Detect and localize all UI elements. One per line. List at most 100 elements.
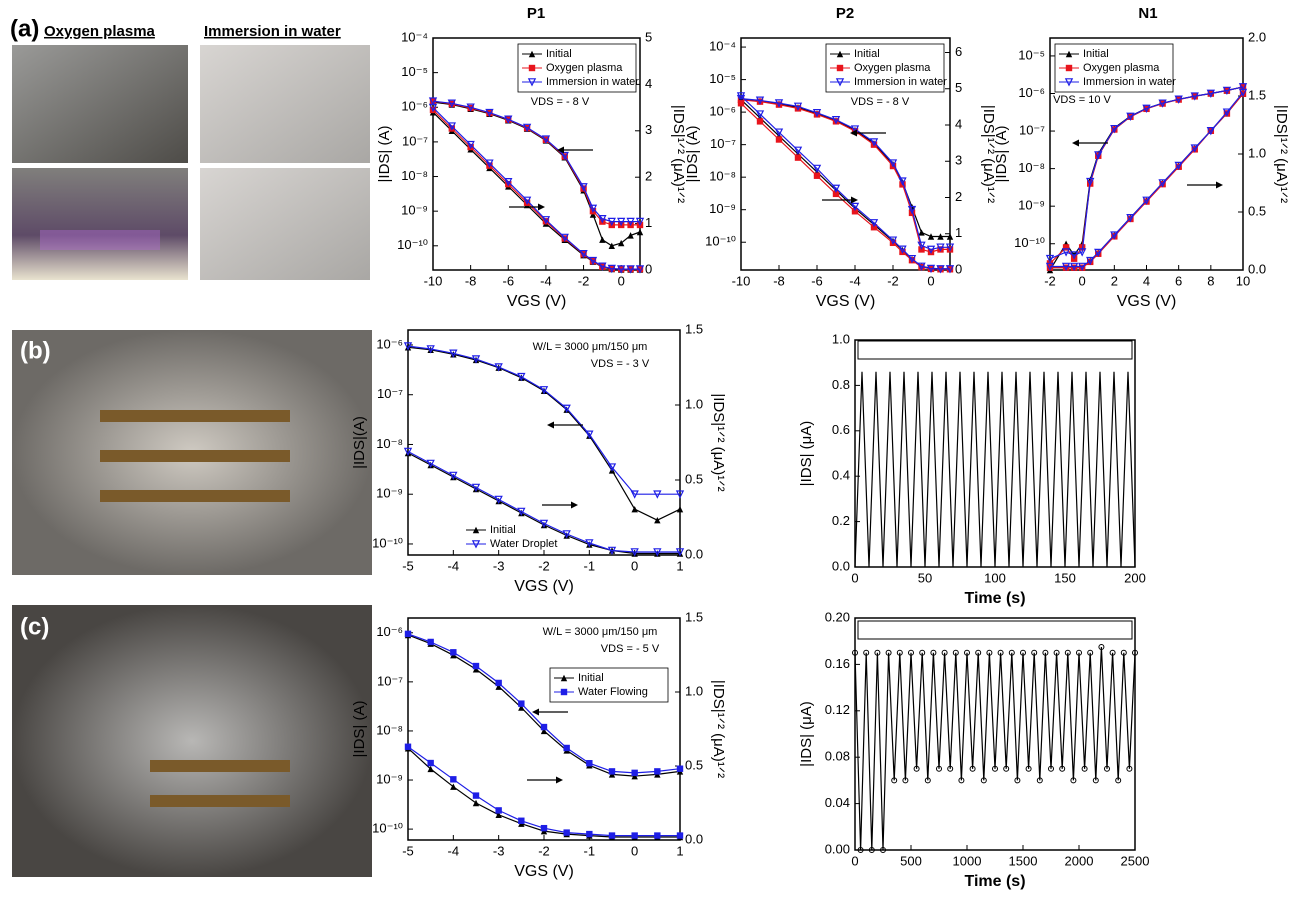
y-tick-label: 0.0 <box>832 558 850 573</box>
marker <box>518 374 525 381</box>
marker <box>756 98 764 105</box>
y-tick-label: 10⁻⁶ <box>376 624 403 639</box>
marker <box>541 135 551 144</box>
legend-label: Initial <box>490 524 516 536</box>
plasma-glow <box>40 230 160 250</box>
marker <box>517 507 526 517</box>
y-tick-label: 0.2 <box>832 513 850 528</box>
x-tick-label: 8 <box>1207 273 1214 288</box>
marker <box>579 183 588 192</box>
y-tick-label: 10⁻¹⁰ <box>372 535 403 550</box>
marker <box>927 233 935 240</box>
marker <box>907 254 917 264</box>
y-tick-label: 0.04 <box>825 795 850 810</box>
marker <box>1045 254 1055 264</box>
legend-label: Immersion in water <box>1083 76 1176 88</box>
marker <box>1078 264 1086 271</box>
x-tick-label: 500 <box>900 853 922 868</box>
marker <box>561 235 568 242</box>
marker <box>1142 104 1151 113</box>
y2-tick-label: 4 <box>645 76 652 91</box>
annotation-box <box>857 340 1133 360</box>
y-tick-label: 0.8 <box>832 377 850 392</box>
series-line <box>854 646 1136 851</box>
photo-caption: Oxygen plasma <box>44 23 156 40</box>
x-tick-label: 1 <box>676 843 683 858</box>
marker <box>919 649 926 656</box>
marker <box>888 159 898 168</box>
marker <box>1053 649 1060 656</box>
legend-label: Water Droplet <box>490 538 557 550</box>
annotation: W/L = 3000 μm/150 μm <box>543 626 658 638</box>
arrow-head <box>547 421 554 429</box>
marker <box>1159 180 1166 188</box>
marker <box>653 548 662 557</box>
marker <box>617 265 626 274</box>
marker <box>585 430 594 439</box>
x-tick-label: 1 <box>676 558 683 573</box>
x-axis-title: Time (s) <box>964 873 1025 890</box>
y-tick-label: 10⁻⁸ <box>1018 160 1045 175</box>
marker <box>429 97 437 105</box>
y2-tick-label: 5 <box>645 29 652 44</box>
x-tick-label: -2 <box>578 273 590 288</box>
marker <box>918 229 925 236</box>
x-tick-label: 10 <box>1236 273 1250 288</box>
marker <box>1003 765 1010 772</box>
marker <box>676 505 684 513</box>
marker <box>851 208 859 215</box>
x-tick-label: -2 <box>1044 273 1056 288</box>
marker <box>975 649 982 656</box>
y2-tick-label: 1.5 <box>685 609 703 624</box>
marker <box>869 219 879 228</box>
marker <box>517 372 526 382</box>
marker <box>617 217 626 227</box>
marker <box>449 471 458 481</box>
marker <box>560 151 569 161</box>
annotation-box <box>857 620 1133 640</box>
y2-axis-title: |IDS|¹ᐟ² (μA)¹ᐟ² <box>1273 105 1290 203</box>
y-tick-label: 10⁻⁶ <box>709 104 736 119</box>
marker <box>793 146 803 155</box>
y-tick-label: 0.6 <box>832 422 850 437</box>
x-tick-label: 0 <box>631 558 638 573</box>
marker <box>1206 126 1216 136</box>
x-tick-label: -10 <box>732 273 751 288</box>
marker <box>608 832 616 839</box>
marker <box>917 262 926 271</box>
y2-tick-label: 2.0 <box>1248 29 1266 44</box>
marker <box>1064 649 1071 656</box>
marker <box>404 344 412 351</box>
marker <box>428 97 438 106</box>
x-tick-label: 2500 <box>1121 853 1150 868</box>
marker <box>812 109 822 118</box>
marker <box>539 386 549 395</box>
marker <box>1142 196 1151 205</box>
marker <box>936 265 945 274</box>
photo-caption: Immersion in water <box>204 23 341 40</box>
legend-marker <box>560 674 568 682</box>
y2-tick-label: 1.0 <box>1248 145 1266 160</box>
marker <box>485 159 494 168</box>
marker <box>1127 215 1134 223</box>
marker <box>472 485 480 493</box>
x-tick-label: 1000 <box>953 853 982 868</box>
marker <box>404 630 412 638</box>
marker <box>541 216 551 225</box>
marker <box>654 768 661 775</box>
marker <box>449 349 458 358</box>
marker <box>930 649 937 656</box>
marker <box>1174 161 1183 171</box>
marker <box>427 765 434 773</box>
legend-label: Initial <box>1083 48 1109 60</box>
panel-label: (b) <box>20 337 51 364</box>
marker <box>1069 262 1079 272</box>
y2-tick-label: 1.0 <box>685 683 703 698</box>
marker <box>472 662 480 670</box>
marker <box>654 517 661 524</box>
marker <box>654 550 661 557</box>
marker <box>589 211 597 218</box>
x-tick-label: -4 <box>540 273 552 288</box>
marker <box>539 519 549 529</box>
marker <box>608 242 615 249</box>
